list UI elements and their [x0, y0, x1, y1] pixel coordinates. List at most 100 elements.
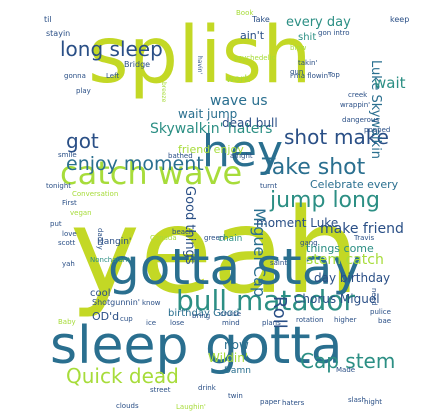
cloud-word: plans: [262, 319, 281, 327]
cloud-word: scott: [58, 239, 76, 247]
cloud-word: Made: [336, 366, 355, 374]
cloud-word: Nonchalant: [90, 256, 130, 264]
cloud-word: lose: [170, 319, 184, 327]
cloud-word: takin': [298, 59, 317, 67]
cloud-word: twin: [228, 392, 243, 400]
cloud-word: bathed: [168, 152, 193, 160]
cloud-word: Canada: [150, 234, 177, 242]
cloud-word: yeah: [70, 182, 360, 320]
cloud-word: OD'd: [92, 310, 119, 323]
cloud-word: green: [204, 234, 224, 242]
cloud-word: love: [62, 230, 77, 238]
cloud-word: stem catch: [306, 252, 384, 268]
cloud-word: Shotgunnin': [92, 298, 140, 307]
cloud-word: Top: [327, 71, 340, 79]
cloud-word: breeze: [160, 82, 167, 103]
cloud-word: saint: [270, 259, 287, 267]
cloud-word: long sleep: [60, 37, 163, 61]
cloud-word: Luke Skywalkin: [368, 60, 383, 159]
cloud-word: tonight: [46, 182, 71, 190]
cloud-word: keep: [390, 15, 409, 24]
cloud-word: play: [76, 87, 91, 95]
cloud-word: street: [150, 386, 171, 394]
cloud-word: smile: [58, 151, 77, 159]
cloud-word: Damn: [224, 366, 251, 376]
cloud-word: work: [226, 74, 250, 85]
cloud-word: stayin: [46, 29, 70, 38]
cloud-word: day birthday: [314, 271, 390, 285]
cloud-word: friend enjoy: [178, 143, 244, 156]
cloud-word: Travis: [353, 234, 375, 242]
cloud-word: need: [370, 288, 378, 306]
cloud-word: wrappin': [340, 101, 370, 109]
cloud-word: ice: [146, 319, 156, 327]
cloud-word: shit: [298, 32, 316, 43]
cloud-word: Take: [251, 15, 270, 24]
cloud-word: turnt: [260, 182, 277, 190]
cloud-word: catch wave: [60, 154, 242, 192]
cloud-word: splish: [88, 11, 312, 101]
cloud-word: make: [334, 125, 389, 149]
cloud-word: til: [44, 15, 52, 24]
cloud-word: birthday Good: [168, 308, 239, 319]
cloud-word: psychedelic: [234, 54, 275, 62]
cloud-word: havin': [196, 56, 203, 75]
cloud-word: wait: [374, 74, 406, 92]
cloud-word: Conversation: [72, 190, 118, 198]
cloud-word: gotta stay: [108, 238, 362, 296]
cloud-word: beach: [172, 228, 193, 236]
cloud-word: shot: [284, 125, 327, 149]
cloud-word: gun: [290, 68, 303, 76]
cloud-word: cool: [90, 288, 111, 299]
cloud-word: jump long: [269, 188, 380, 213]
cloud-word: dangerous: [342, 116, 379, 124]
cloud-word: rotation: [296, 316, 323, 324]
cloud-word: sleep gotta: [50, 316, 343, 376]
cloud-word: yah: [62, 260, 75, 268]
cloud-word: mind: [222, 319, 240, 327]
cloud-word: Cap stem: [300, 349, 395, 373]
cloud-word: Bridge: [124, 60, 150, 69]
cloud-word: bae: [378, 317, 391, 325]
cloud-word: popped: [364, 126, 390, 134]
cloud-word: slash: [348, 396, 366, 404]
cloud-word: Left: [106, 72, 119, 80]
cloud-word: Take shot: [261, 155, 366, 180]
cloud-word: hey: [202, 126, 283, 177]
cloud-word: Baby: [58, 318, 76, 326]
cloud-word: pulice: [370, 308, 391, 316]
cloud-word: Chorus Miguel: [294, 292, 380, 306]
cloud-word: know: [142, 299, 161, 307]
cloud-word: gon intro: [318, 29, 350, 37]
cloud-word: higher: [334, 316, 357, 324]
cloud-word: Quick dead: [66, 364, 179, 388]
cloud-word: bring: [192, 312, 210, 320]
cloud-word: vegan: [70, 209, 92, 217]
cloud-word: wait jump: [178, 107, 237, 121]
cloud-word: put: [50, 220, 62, 228]
cloud-word: wave us: [210, 93, 268, 109]
cloud-word: Laughin': [176, 403, 206, 411]
cloud-word: alright: [230, 152, 253, 160]
cloud-word: Roll: [269, 296, 290, 329]
cloud-word: Book: [236, 9, 254, 17]
cloud-word: Good things: [182, 186, 197, 265]
cloud-word: blow: [290, 44, 307, 52]
cloud-word: cruise: [220, 310, 241, 318]
cloud-word: chain: [218, 234, 242, 244]
cloud-word: every day: [286, 15, 351, 30]
cloud-word: haters: [282, 399, 305, 407]
cloud-word: cup: [120, 315, 133, 323]
cloud-word: moment Luke: [256, 216, 338, 230]
cloud-word: i'ma flowin': [290, 72, 330, 80]
cloud-word: Miguel Cap: [250, 208, 269, 297]
cloud-word: ain't: [240, 29, 265, 42]
cloud-word: now: [224, 338, 249, 352]
cloud-word: bull matador: [176, 284, 355, 317]
cloud-word: things come: [306, 242, 374, 255]
cloud-word: daddy: [96, 228, 104, 250]
cloud-word: clouds: [116, 402, 139, 410]
cloud-word: drink: [198, 384, 217, 392]
